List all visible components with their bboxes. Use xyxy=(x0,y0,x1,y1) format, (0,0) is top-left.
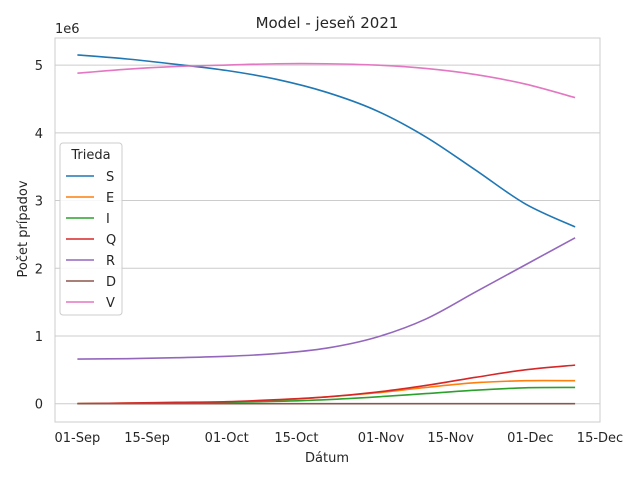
y-tick-label: 4 xyxy=(35,127,43,142)
x-tick-label: 01-Oct xyxy=(205,431,249,446)
y-tick-label: 5 xyxy=(35,59,43,74)
legend-label-e: E xyxy=(106,191,114,206)
x-tick-labels: 01-Sep 15-Sep 01-Oct 15-Oct 01-Nov 15-Nov 01-D… xyxy=(55,431,624,446)
y-tick-labels: 0 1 2 3 4 5 xyxy=(35,59,43,413)
series-line-r xyxy=(77,237,576,360)
legend-label-s: S xyxy=(106,170,114,185)
series-lines xyxy=(77,54,576,405)
y-tick-label: 1 xyxy=(35,330,43,345)
y-tick-label: 2 xyxy=(35,262,43,277)
series-line-s xyxy=(77,54,576,228)
plot-frame xyxy=(54,37,601,423)
legend-title: Trieda xyxy=(70,148,110,163)
y-axis-title: Počet prípadov xyxy=(16,180,31,277)
x-tick-label: 15-Oct xyxy=(274,431,318,446)
x-axis-title: Dátum xyxy=(305,451,349,466)
chart-title: Model - jeseň 2021 xyxy=(256,14,399,32)
legend-label-q: Q xyxy=(106,233,116,248)
legend-label-d: D xyxy=(106,275,116,290)
series-line-v xyxy=(77,62,576,99)
legend-label-v: V xyxy=(106,296,115,311)
x-tick-label: 15-Nov xyxy=(427,431,474,446)
x-tick-label: 01-Nov xyxy=(358,431,405,446)
legend-label-r: R xyxy=(106,254,115,269)
x-tick-label: 15-Dec xyxy=(577,431,623,446)
x-tick-label: 01-Sep xyxy=(55,431,101,446)
y-tick-label: 3 xyxy=(35,195,43,210)
x-tick-label: 15-Sep xyxy=(124,431,170,446)
x-tick-label: 01-Dec xyxy=(507,431,553,446)
y-multiplier-label: 1e6 xyxy=(55,22,80,37)
series-line-q xyxy=(77,364,576,405)
legend-box xyxy=(59,142,123,316)
legend-label-i: I xyxy=(106,212,110,227)
y-tick-label: 0 xyxy=(35,398,43,413)
